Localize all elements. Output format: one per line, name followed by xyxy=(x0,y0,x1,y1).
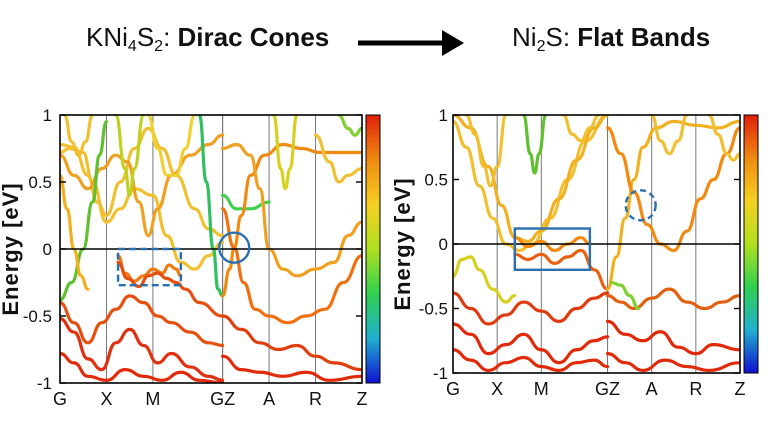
right-annotation-box xyxy=(513,227,592,272)
left-band-7 xyxy=(60,351,225,383)
left-band-4 xyxy=(116,260,225,318)
right-title-mid: S xyxy=(545,22,563,52)
right-colorbar xyxy=(743,114,759,374)
right-band-18 xyxy=(610,281,641,311)
right-kpoint-label: GZ xyxy=(595,379,620,399)
left-panel: 1 0.5 0 -0.5 -1 Energy [eV] G X M GZ A R Z xyxy=(0,106,381,409)
right-panel: 1 0.5 0 -0.5 -1 Energy [eV] G X M GZ A R Z xyxy=(390,106,759,399)
right-band-4 xyxy=(453,255,517,304)
right-title-colon: : xyxy=(562,22,578,52)
right-band-16 xyxy=(650,115,689,156)
left-ytick-label: 0 xyxy=(43,240,52,259)
left-annotation-circle xyxy=(218,231,251,264)
left-title-prefix: KNi xyxy=(86,22,128,52)
left-band-17 xyxy=(221,207,362,325)
left-kpoint-label: M xyxy=(145,389,160,409)
left-band-18 xyxy=(221,314,362,372)
right-band-12 xyxy=(605,126,740,253)
left-band-5 xyxy=(60,294,225,348)
left-band-8 xyxy=(60,120,109,302)
left-ytick-label: 0.5 xyxy=(28,173,52,192)
right-kpoint-label: R xyxy=(689,379,702,399)
left-band-2 xyxy=(60,133,225,238)
right-panel-title: Ni2S: Flat Bands xyxy=(512,22,710,56)
left-ytick-label: -0.5 xyxy=(23,307,52,326)
right-band-1 xyxy=(453,115,610,244)
left-band-10 xyxy=(63,115,95,157)
right-band-2 xyxy=(513,235,592,253)
right-ytick-label: 0.5 xyxy=(424,171,448,190)
right-ylabel: Energy [eV] xyxy=(390,177,415,310)
right-band-7 xyxy=(453,348,610,373)
right-title-sub1: 2 xyxy=(536,38,546,55)
left-kpoint-label: GZ xyxy=(210,389,235,409)
left-band-6 xyxy=(60,317,225,382)
left-title-bold: Dirac Cones xyxy=(177,22,330,52)
right-ytick-label: 0 xyxy=(439,235,448,254)
left-title-mid: S xyxy=(136,22,155,52)
left-title-sub1: 4 xyxy=(127,38,137,55)
right-band-14 xyxy=(605,319,740,356)
right-kpoint-label: X xyxy=(491,379,503,399)
right-band-15 xyxy=(605,352,740,373)
left-title-colon: : xyxy=(163,22,178,52)
right-arrow-icon xyxy=(358,30,464,56)
left-kpoint-label: Z xyxy=(357,389,368,409)
right-kpoint-label: G xyxy=(446,379,460,399)
right-bands xyxy=(453,115,740,373)
left-band-15 xyxy=(221,142,362,298)
left-band-3 xyxy=(116,254,183,283)
right-band-5 xyxy=(453,291,610,326)
left-band-12 xyxy=(146,115,197,177)
left-kpoint-label: G xyxy=(53,389,67,409)
figure-title-row: KNi4S2: Dirac Cones Ni2S: Flat Bands xyxy=(0,0,768,90)
right-kpoint-label: Z xyxy=(735,379,746,399)
right-band-0 xyxy=(453,115,610,253)
left-annotation-box xyxy=(116,247,182,287)
left-band-20 xyxy=(272,115,299,191)
left-band-11 xyxy=(114,115,146,197)
right-band-3 xyxy=(513,248,610,291)
left-colorbar xyxy=(365,114,381,384)
right-band-6 xyxy=(453,322,610,365)
left-band-19 xyxy=(221,354,362,382)
right-annotation-circle xyxy=(624,189,657,222)
left-kpoint-label: R xyxy=(309,389,322,409)
left-title-sub2: 2 xyxy=(154,38,164,55)
left-ytick-label: 1 xyxy=(43,106,52,125)
left-ylabel: Energy [eV] xyxy=(0,182,23,315)
right-band-13 xyxy=(605,287,740,311)
left-bands xyxy=(60,115,362,383)
right-band-11 xyxy=(605,119,740,291)
right-ytick-label: 1 xyxy=(439,106,448,125)
left-panel-title: KNi4S2: Dirac Cones xyxy=(86,22,329,56)
right-title-bold: Flat Bands xyxy=(577,22,711,52)
right-band-9 xyxy=(522,115,548,175)
right-band-8 xyxy=(464,115,508,188)
right-band-10 xyxy=(561,115,601,143)
left-band-22 xyxy=(337,115,362,137)
right-ytick-label: -0.5 xyxy=(419,300,448,319)
left-kpoint-label: X xyxy=(100,389,112,409)
right-band-17 xyxy=(707,115,740,162)
right-kpoint-label: M xyxy=(534,379,549,399)
left-band-21 xyxy=(313,133,362,184)
left-ytick-label: -1 xyxy=(37,374,52,393)
right-kpoint-label: A xyxy=(646,379,658,399)
left-band-16 xyxy=(221,142,362,278)
right-title-prefix: Ni xyxy=(512,22,537,52)
left-kpoint-label: A xyxy=(263,389,275,409)
right-ytick-label: -1 xyxy=(433,364,448,383)
